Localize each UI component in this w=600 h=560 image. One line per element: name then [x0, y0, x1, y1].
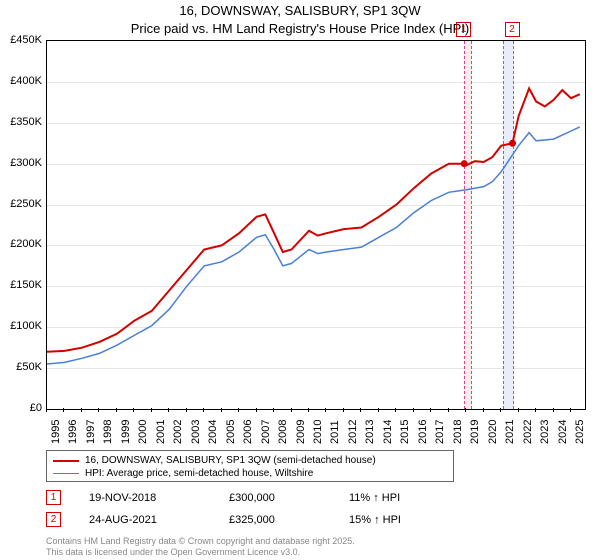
- series-subject: [47, 88, 580, 351]
- x-axis-label: 1997: [85, 420, 97, 444]
- y-axis-label: £100K: [0, 320, 42, 332]
- x-axis-label: 2013: [364, 420, 376, 444]
- y-axis-label: £250K: [0, 198, 42, 210]
- sale-row: 1 19-NOV-2018 £300,000 11% ↑ HPI: [46, 490, 400, 505]
- legend-swatch-subject: [53, 460, 79, 462]
- x-axis-label: 2025: [574, 420, 586, 444]
- sale-marker-icon: 1: [456, 22, 471, 37]
- x-axis-label: 2003: [190, 420, 202, 444]
- chart-plot-area: [46, 40, 586, 410]
- x-axis-label: 2004: [207, 420, 219, 444]
- sale-marker-2-icon: 2: [46, 512, 61, 527]
- x-axis-label: 2021: [504, 420, 516, 444]
- x-axis-label: 2007: [260, 420, 272, 444]
- x-axis-label: 2023: [539, 420, 551, 444]
- y-axis-label: £400K: [0, 75, 42, 87]
- sale-2-delta: 15% ↑ HPI: [349, 514, 401, 526]
- sale-point: [461, 160, 468, 167]
- x-axis-label: 2005: [225, 420, 237, 444]
- sale-1-delta: 11% ↑ HPI: [349, 492, 400, 504]
- footer-copyright: Contains HM Land Registry data © Crown c…: [46, 536, 355, 547]
- x-axis-label: 1999: [120, 420, 132, 444]
- x-axis-label: 2009: [295, 420, 307, 444]
- x-axis-label: 2011: [329, 420, 341, 444]
- sale-row: 2 24-AUG-2021 £325,000 15% ↑ HPI: [46, 512, 401, 527]
- x-axis-label: 2024: [557, 420, 569, 444]
- x-axis-label: 2022: [522, 420, 534, 444]
- footer-licence: This data is licensed under the Open Gov…: [46, 547, 300, 558]
- y-axis-label: £300K: [0, 157, 42, 169]
- sale-marker-1-icon: 1: [46, 490, 61, 505]
- legend-label-hpi: HPI: Average price, semi-detached house,…: [85, 468, 313, 479]
- x-axis-label: 2010: [312, 420, 324, 444]
- x-axis-label: 2008: [277, 420, 289, 444]
- y-axis-label: £350K: [0, 116, 42, 128]
- x-axis-label: 2016: [417, 420, 429, 444]
- x-axis-label: 1998: [102, 420, 114, 444]
- x-axis-label: 2014: [382, 420, 394, 444]
- x-axis-label: 2000: [137, 420, 149, 444]
- x-axis-label: 1995: [50, 420, 62, 444]
- x-axis-label: 1996: [67, 420, 79, 444]
- x-axis-label: 2018: [452, 420, 464, 444]
- y-axis-label: £50K: [0, 361, 42, 373]
- x-axis-label: 2017: [434, 420, 446, 444]
- y-axis-label: £450K: [0, 34, 42, 46]
- sale-2-date: 24-AUG-2021: [89, 514, 229, 526]
- series-hpi: [47, 127, 580, 364]
- legend: 16, DOWNSWAY, SALISBURY, SP1 3QW (semi-d…: [46, 450, 454, 482]
- y-axis-label: £150K: [0, 279, 42, 291]
- sale-marker-icon: 2: [505, 22, 520, 37]
- sale-1-price: £300,000: [229, 492, 349, 504]
- x-axis-label: 2020: [487, 420, 499, 444]
- x-axis-label: 2006: [242, 420, 254, 444]
- sale-point: [509, 140, 516, 147]
- x-axis-label: 2001: [155, 420, 167, 444]
- sale-1-date: 19-NOV-2018: [89, 492, 229, 504]
- chart-title-address: 16, DOWNSWAY, SALISBURY, SP1 3QW: [0, 2, 600, 20]
- y-axis-label: £200K: [0, 238, 42, 250]
- y-axis-label: £0: [0, 402, 42, 414]
- x-axis-label: 2012: [347, 420, 359, 444]
- x-axis-label: 2015: [399, 420, 411, 444]
- sale-2-price: £325,000: [229, 514, 349, 526]
- legend-label-subject: 16, DOWNSWAY, SALISBURY, SP1 3QW (semi-d…: [85, 455, 376, 466]
- chart-svg: [47, 41, 585, 409]
- x-axis-label: 2002: [172, 420, 184, 444]
- x-axis-label: 2019: [469, 420, 481, 444]
- legend-swatch-hpi: [53, 473, 79, 474]
